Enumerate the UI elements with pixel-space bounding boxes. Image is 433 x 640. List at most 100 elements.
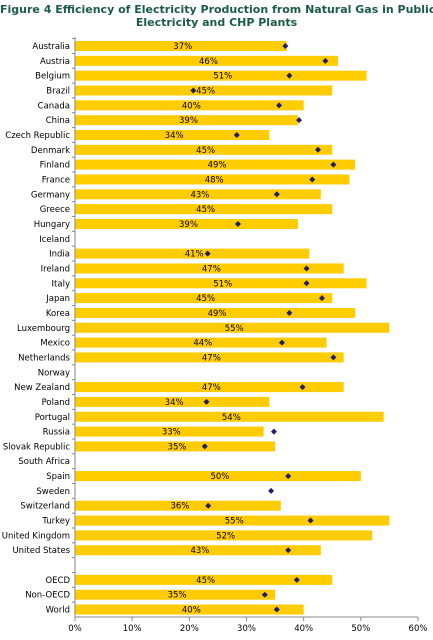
bar xyxy=(75,500,281,511)
bar xyxy=(75,144,333,155)
category-label: Germany xyxy=(31,190,70,200)
category-label: Turkey xyxy=(41,517,70,527)
category-label: Australia xyxy=(32,42,70,52)
category-label: Switzerland xyxy=(20,502,70,512)
bar xyxy=(75,189,321,200)
data-label: 40% xyxy=(182,101,201,111)
data-label: 45% xyxy=(196,294,215,304)
data-label: 34% xyxy=(165,131,184,141)
bar xyxy=(75,322,390,333)
bar xyxy=(75,426,264,437)
marker-point xyxy=(201,443,208,450)
marker-point xyxy=(285,547,292,554)
marker-point xyxy=(307,517,314,524)
bar xyxy=(75,129,270,140)
category-label: Czech Republic xyxy=(5,131,70,141)
marker-point xyxy=(190,87,197,94)
category-label: France xyxy=(42,175,70,185)
bar xyxy=(75,471,361,482)
marker-point xyxy=(299,384,306,391)
bar xyxy=(75,530,373,541)
marker-point xyxy=(285,473,292,480)
bar xyxy=(75,574,333,585)
bar xyxy=(75,545,321,556)
category-label: Korea xyxy=(46,309,70,319)
marker-point xyxy=(318,295,325,302)
marker-point xyxy=(330,161,337,168)
data-label: 43% xyxy=(190,190,209,200)
category-label: Finland xyxy=(40,161,70,171)
category-label: OECD xyxy=(45,576,70,586)
bar xyxy=(75,352,344,363)
category-label: Luxembourg xyxy=(17,324,70,334)
bar xyxy=(75,115,298,126)
data-label: 36% xyxy=(170,502,189,512)
marker-point xyxy=(293,576,300,583)
marker-point xyxy=(309,176,316,183)
data-label: 45% xyxy=(196,146,215,156)
category-label: Greece xyxy=(40,205,70,215)
data-label: 51% xyxy=(213,72,232,82)
category-label: China xyxy=(46,116,70,126)
data-label: 46% xyxy=(199,57,218,67)
marker-point xyxy=(330,354,337,361)
data-label: 44% xyxy=(193,339,212,349)
data-label: 49% xyxy=(208,161,227,171)
data-label: 37% xyxy=(173,42,192,52)
category-label: South Africa xyxy=(18,457,70,467)
category-label: Austria xyxy=(40,57,70,67)
bar xyxy=(75,293,333,304)
bar xyxy=(75,515,390,526)
marker-point xyxy=(286,72,293,79)
marker-point xyxy=(273,606,280,613)
marker-point xyxy=(205,502,212,509)
category-label: Poland xyxy=(42,398,70,408)
data-label: 35% xyxy=(168,442,187,452)
bar xyxy=(75,100,304,111)
x-tick-label: 40% xyxy=(294,624,313,634)
data-label: 45% xyxy=(196,576,215,586)
x-tick-label: 20% xyxy=(180,624,199,634)
category-label: Hungary xyxy=(34,220,70,230)
category-label: Belgium xyxy=(35,72,70,82)
bar xyxy=(75,159,356,170)
category-label: Ireland xyxy=(41,264,70,274)
bar xyxy=(75,174,350,185)
data-label: 55% xyxy=(225,324,244,334)
marker-point xyxy=(314,146,321,153)
bar xyxy=(75,337,327,348)
bar xyxy=(75,382,344,393)
data-label: 47% xyxy=(202,383,221,393)
bar xyxy=(75,589,276,600)
bar xyxy=(75,204,333,215)
marker-point xyxy=(286,309,293,316)
x-tick-label: 0% xyxy=(68,624,82,634)
bar xyxy=(75,55,338,66)
category-label: World xyxy=(46,606,70,616)
bar xyxy=(75,396,270,407)
data-label: 48% xyxy=(205,175,224,185)
bar xyxy=(75,41,287,51)
x-tick-label: 10% xyxy=(123,624,142,634)
data-label: 50% xyxy=(210,472,229,482)
category-label: Sweden xyxy=(36,487,70,497)
bar xyxy=(75,278,367,289)
data-label: 51% xyxy=(213,279,232,289)
marker-point xyxy=(303,280,310,287)
marker-point xyxy=(322,57,329,64)
data-label: 49% xyxy=(208,309,227,319)
bar xyxy=(75,218,298,229)
x-tick-label: 60% xyxy=(409,624,428,634)
data-label: 52% xyxy=(216,531,235,541)
category-label: Russia xyxy=(43,428,70,438)
category-label: United States xyxy=(12,546,70,556)
category-label: Norway xyxy=(38,368,70,378)
category-label: New Zealand xyxy=(14,383,70,393)
marker-point xyxy=(282,43,289,49)
marker-point xyxy=(204,250,211,257)
marker-point xyxy=(276,102,283,109)
data-label: 33% xyxy=(162,428,181,438)
bar xyxy=(75,248,310,259)
bar xyxy=(75,263,344,274)
data-label: 40% xyxy=(182,606,201,616)
